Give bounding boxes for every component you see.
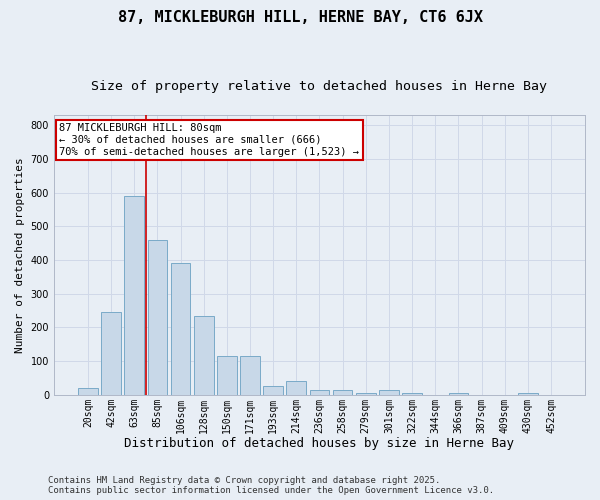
Bar	[449, 393, 468, 395]
Bar	[240, 356, 260, 395]
Bar	[217, 356, 236, 395]
Bar	[286, 382, 306, 395]
Bar	[379, 390, 399, 395]
Text: 87, MICKLEBURGH HILL, HERNE BAY, CT6 6JX: 87, MICKLEBURGH HILL, HERNE BAY, CT6 6JX	[118, 10, 482, 25]
Bar	[356, 393, 376, 395]
Bar	[518, 393, 538, 395]
Bar	[263, 386, 283, 395]
Bar	[148, 240, 167, 395]
Bar	[310, 390, 329, 395]
Bar	[170, 264, 190, 395]
Bar	[402, 393, 422, 395]
X-axis label: Distribution of detached houses by size in Herne Bay: Distribution of detached houses by size …	[124, 437, 514, 450]
Text: Contains HM Land Registry data © Crown copyright and database right 2025.
Contai: Contains HM Land Registry data © Crown c…	[48, 476, 494, 495]
Title: Size of property relative to detached houses in Herne Bay: Size of property relative to detached ho…	[91, 80, 547, 93]
Bar	[194, 316, 214, 395]
Text: 87 MICKLEBURGH HILL: 80sqm
← 30% of detached houses are smaller (666)
70% of sem: 87 MICKLEBURGH HILL: 80sqm ← 30% of deta…	[59, 124, 359, 156]
Bar	[101, 312, 121, 395]
Bar	[78, 388, 98, 395]
Bar	[124, 196, 144, 395]
Bar	[333, 390, 352, 395]
Y-axis label: Number of detached properties: Number of detached properties	[15, 157, 25, 353]
